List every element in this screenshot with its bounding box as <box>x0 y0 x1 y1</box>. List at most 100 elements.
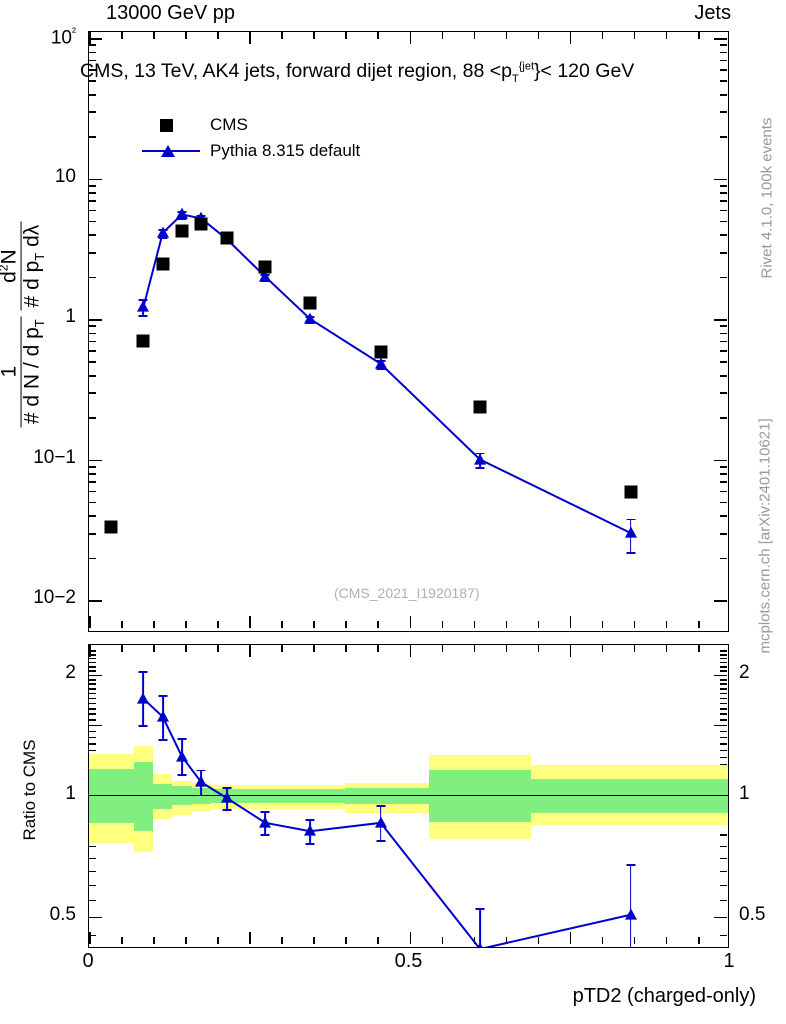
ratio-y-minor-tick <box>720 661 727 664</box>
plot-title: CMS, 13 TeV, AK4 jets, forward dijet reg… <box>80 60 634 85</box>
cms-data-point[interactable] <box>156 257 170 271</box>
main-y-minor-tick <box>720 184 727 187</box>
main-y-major-tick <box>714 459 727 462</box>
ratio-data-point[interactable] <box>474 942 486 947</box>
main-y-minor-tick <box>720 532 727 535</box>
ratio-x-minor-tick <box>281 937 283 944</box>
ratio-y-minor-tick <box>89 657 96 660</box>
ratio-y-minor-tick <box>720 934 727 937</box>
ratio-y-minor-tick <box>89 730 96 733</box>
pythia-error-cap <box>626 518 636 521</box>
ratio-error-cap <box>196 794 206 797</box>
cms-data-point[interactable] <box>258 260 272 274</box>
ratio-error-bar <box>479 907 481 947</box>
ratio-error-cap <box>260 811 270 813</box>
main-y-minor-tick <box>89 490 96 493</box>
cms-data-point[interactable] <box>624 485 638 499</box>
main-y-tick-label: 1 <box>65 306 76 327</box>
legend-entry-cms[interactable]: CMS <box>140 112 360 138</box>
ratio-y-minor-tick <box>89 708 96 710</box>
main-y-minor-tick <box>720 417 727 419</box>
main-y-minor-tick <box>720 392 727 395</box>
main-x-minor-tick <box>377 621 380 628</box>
ratio-data-point[interactable] <box>137 692 150 704</box>
ratio-error-cap <box>222 786 232 789</box>
ratio-y-minor-tick <box>720 688 727 690</box>
ratio-x-minor-tick <box>473 645 476 652</box>
cms-data-point[interactable] <box>104 520 118 534</box>
main-y-major-tick <box>89 600 102 602</box>
ratio-data-point[interactable] <box>220 791 233 803</box>
ratio-y-minor-tick <box>720 718 727 721</box>
x-tick-labels: 0 0.5 1 <box>0 950 786 990</box>
legend-key-line-triangle <box>140 141 202 161</box>
ratio-y-minor-tick <box>89 665 96 668</box>
ratio-x-minor-tick <box>281 645 283 652</box>
ratio-y-minor-tick <box>89 718 96 721</box>
ratio-y-minor-tick <box>720 743 727 745</box>
ratio-x-minor-tick <box>441 645 444 652</box>
cms-data-point[interactable] <box>220 231 234 245</box>
pythia-data-point[interactable] <box>374 357 387 369</box>
pythia-error-cap <box>138 315 148 318</box>
ratio-y-minor-tick <box>89 713 96 716</box>
ratio-y-minor-tick <box>720 702 727 705</box>
main-y-minor-tick <box>89 417 96 419</box>
ratio-y-minor-tick <box>89 683 96 686</box>
main-y-minor-tick <box>720 111 727 114</box>
ratio-x-minor-tick <box>505 937 508 944</box>
legend-entry-pythia[interactable]: Pythia 8.315 default <box>140 138 360 164</box>
ratio-x-major-tick <box>89 932 91 944</box>
ratio-y-minor-tick <box>720 845 727 848</box>
ratio-x-minor-tick <box>121 937 123 944</box>
legend-key-square <box>140 115 202 135</box>
main-x-minor-tick <box>345 32 347 39</box>
ratio-y-major-tick <box>714 916 727 919</box>
ratio-y-minor-tick <box>89 692 96 695</box>
pythia-data-point[interactable] <box>259 270 272 282</box>
main-x-major-tick <box>249 32 251 44</box>
ratio-data-point[interactable] <box>156 710 169 722</box>
cms-data-point[interactable] <box>194 217 208 231</box>
ratio-y-minor-tick <box>720 884 727 887</box>
ratio-y-minor-tick <box>89 934 96 937</box>
main-y-minor-tick <box>720 465 727 468</box>
main-y-minor-tick <box>720 192 727 194</box>
ratio-y-minor-tick <box>89 650 96 652</box>
cms-data-point[interactable] <box>473 400 487 414</box>
pythia-error-cap <box>158 236 168 239</box>
ratio-data-point[interactable] <box>624 908 637 920</box>
pythia-data-point[interactable] <box>156 226 169 238</box>
cms-data-point[interactable] <box>136 334 150 348</box>
ratio-y-tick-label: 1 <box>65 782 76 804</box>
ratio-data-point[interactable] <box>195 775 208 787</box>
main-x-minor-tick <box>121 621 123 628</box>
ratio-data-point[interactable] <box>175 750 188 762</box>
pythia-data-point[interactable] <box>304 312 317 324</box>
main-y-minor-tick <box>720 501 727 504</box>
ratio-data-point[interactable] <box>259 816 272 828</box>
ratio-data-point[interactable] <box>304 824 317 836</box>
pythia-data-point[interactable] <box>624 526 637 538</box>
ratio-data-point[interactable] <box>374 816 387 828</box>
cms-data-point[interactable] <box>374 345 388 359</box>
ratio-error-cap <box>177 738 187 740</box>
main-y-minor-tick <box>720 136 727 138</box>
main-y-minor-tick <box>89 350 96 352</box>
ratio-x-major-tick <box>249 645 251 657</box>
ratio-x-minor-tick <box>345 937 347 944</box>
ratio-y-minor-tick <box>89 845 96 848</box>
ratio-y-major-tick <box>714 674 727 677</box>
ratio-x-minor-tick <box>153 645 155 652</box>
main-x-minor-tick <box>441 32 444 39</box>
pythia-data-point[interactable] <box>474 453 486 465</box>
cms-data-point[interactable] <box>175 224 189 238</box>
cms-data-point[interactable] <box>303 296 317 310</box>
main-x-minor-tick <box>441 621 444 628</box>
pythia-data-point[interactable] <box>137 300 150 312</box>
main-y-minor-tick <box>720 200 727 202</box>
pythia-data-point[interactable] <box>175 208 188 220</box>
main-y-minor-tick <box>720 515 727 517</box>
ratio-x-minor-tick <box>537 937 540 944</box>
main-y-minor-tick <box>720 69 727 71</box>
